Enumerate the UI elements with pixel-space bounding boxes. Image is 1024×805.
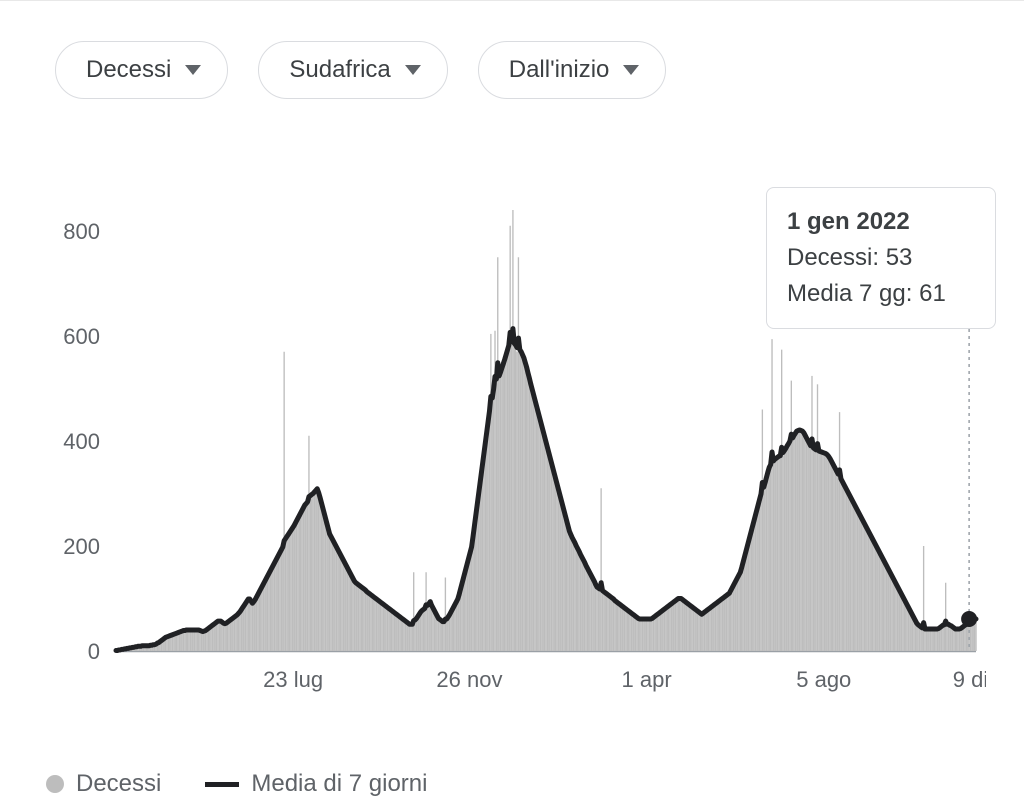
svg-text:800: 800 bbox=[63, 219, 100, 244]
location-pill[interactable]: Sudafrica bbox=[258, 41, 447, 99]
tooltip-row1-value: 53 bbox=[886, 244, 913, 271]
svg-text:400: 400 bbox=[63, 429, 100, 454]
filter-pills-row: Decessi Sudafrica Dall'inizio bbox=[0, 1, 1024, 99]
svg-text:600: 600 bbox=[63, 324, 100, 349]
tooltip-row2-value: 61 bbox=[919, 280, 946, 307]
chart-tooltip: 1 gen 2022 Decessi: 53 Media 7 gg: 61 bbox=[766, 187, 996, 329]
svg-text:0: 0 bbox=[88, 639, 100, 664]
tooltip-date: 1 gen 2022 bbox=[787, 204, 975, 240]
svg-text:200: 200 bbox=[63, 534, 100, 559]
svg-text:23 lug: 23 lug bbox=[263, 667, 323, 692]
svg-text:26 nov: 26 nov bbox=[436, 667, 502, 692]
svg-text:1 apr: 1 apr bbox=[622, 667, 672, 692]
legend-item-bars: Decessi bbox=[46, 770, 161, 798]
chart-legend: Decessi Media di 7 giorni bbox=[46, 770, 455, 798]
chart-area: 0 200 400 600 800 23 lug 26 nov 1 apr 5 ago 9 dic… bbox=[46, 181, 986, 751]
chart-card: Decessi Sudafrica Dall'inizio 0 200 400 600… bbox=[0, 1, 1024, 805]
range-pill[interactable]: Dall'inizio bbox=[478, 41, 667, 99]
metric-pill-label: Decessi bbox=[86, 56, 171, 84]
metric-pill[interactable]: Decessi bbox=[55, 41, 228, 99]
legend-line-label: Media di 7 giorni bbox=[251, 770, 427, 798]
dropdown-caret-icon bbox=[185, 65, 201, 75]
dropdown-caret-icon bbox=[405, 65, 421, 75]
tooltip-row-1: Decessi: 53 bbox=[787, 240, 975, 276]
range-pill-label: Dall'inizio bbox=[509, 56, 610, 84]
dropdown-caret-icon bbox=[623, 65, 639, 75]
tooltip-row2-label: Media 7 gg: bbox=[787, 280, 912, 307]
tooltip-row1-label: Decessi: bbox=[787, 244, 879, 271]
legend-dash-icon bbox=[205, 782, 239, 787]
tooltip-row-2: Media 7 gg: 61 bbox=[787, 276, 975, 312]
legend-item-line: Media di 7 giorni bbox=[205, 770, 427, 798]
location-pill-label: Sudafrica bbox=[289, 56, 390, 84]
legend-dot-icon bbox=[46, 775, 64, 793]
legend-bars-label: Decessi bbox=[76, 770, 161, 798]
svg-text:5 ago: 5 ago bbox=[796, 667, 851, 692]
svg-text:9 dic: 9 dic bbox=[953, 667, 986, 692]
